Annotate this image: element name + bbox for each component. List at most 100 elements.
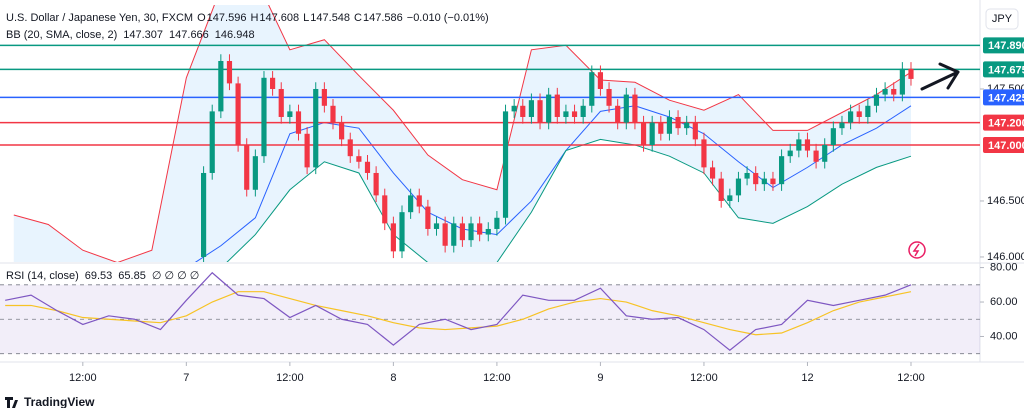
candle-body xyxy=(528,100,534,117)
candle-body xyxy=(226,60,233,84)
candle-body xyxy=(761,178,767,185)
y-tick-label: 146.000 xyxy=(987,251,1024,263)
candle-body xyxy=(261,77,267,157)
candle-body xyxy=(873,94,880,106)
candle-body xyxy=(425,206,431,229)
candle-body xyxy=(459,223,465,241)
candle-body xyxy=(382,195,388,224)
candle-body xyxy=(640,122,647,145)
rsi-title: RSI (14, close) xyxy=(6,270,79,282)
candle-body xyxy=(235,83,241,145)
ohlc-label: C xyxy=(354,12,362,24)
candle-body xyxy=(718,178,724,201)
ohlc-label: H xyxy=(250,12,258,24)
candle-body xyxy=(727,195,733,201)
bb-line xyxy=(13,5,912,262)
y-tick-label: 146.500 xyxy=(987,195,1024,207)
candle-body xyxy=(537,100,543,123)
ohlc-value: 147.608 xyxy=(259,12,299,24)
candle-body xyxy=(692,122,698,140)
candle-body xyxy=(744,172,750,179)
candle-body xyxy=(563,111,569,117)
bb-value: 146.948 xyxy=(215,29,255,41)
currency[interactable]: JPY xyxy=(992,13,1013,25)
candle-body xyxy=(442,223,448,246)
candle-body xyxy=(201,172,207,257)
candle-body xyxy=(649,122,655,145)
candle-body xyxy=(615,105,621,123)
change: −0.010 (−0.01%) xyxy=(407,12,489,24)
rsi-y-tick-label: 60.00 xyxy=(990,296,1018,308)
level-label: 147.425 xyxy=(988,92,1024,104)
candle-body xyxy=(580,105,586,117)
candle-body xyxy=(373,172,379,196)
candle-body xyxy=(313,88,319,168)
candle-body xyxy=(899,68,905,95)
candle-body xyxy=(330,105,336,123)
bb-line xyxy=(226,138,912,262)
rsi-value: 65.85 xyxy=(118,270,146,282)
x-tick-label: 9 xyxy=(597,372,603,384)
x-tick-label: 12:00 xyxy=(690,372,718,384)
bb-value: 147.307 xyxy=(123,29,163,41)
level-label-box xyxy=(983,114,1024,131)
bb-values: 147.307 147.666 146.948 xyxy=(123,29,254,41)
ohlc-value: 147.586 xyxy=(363,12,403,24)
candle-body xyxy=(295,111,302,134)
candle-body xyxy=(882,88,888,95)
ohlc-label: L xyxy=(303,12,309,24)
candle-body xyxy=(770,178,776,185)
candle-body xyxy=(666,116,673,134)
price-pane xyxy=(0,5,980,262)
x-tick-label: 8 xyxy=(390,372,396,384)
candle-body xyxy=(891,88,897,95)
logo-text: TradingView xyxy=(24,395,95,408)
x-tick-label: 12:00 xyxy=(483,372,511,384)
candle-body xyxy=(390,223,396,252)
candle-body xyxy=(778,156,785,185)
candle-body xyxy=(804,139,811,151)
x-tick-label: 12:00 xyxy=(69,372,97,384)
x-tick-label: 12:00 xyxy=(276,372,304,384)
candle-body xyxy=(364,161,371,173)
candle-body xyxy=(321,88,327,106)
ohlc-value: 147.596 xyxy=(207,12,247,24)
level-label-box xyxy=(983,37,1024,54)
candle-body xyxy=(433,223,440,229)
candle-body xyxy=(494,217,500,229)
ohlc-value: 147.548 xyxy=(310,12,350,24)
candle-body xyxy=(209,111,215,173)
candle-body xyxy=(218,60,224,112)
symbol: U.S. Dollar / Japanese Yen, 30, FXCM xyxy=(6,12,193,24)
level-label-box xyxy=(983,89,1024,106)
currency-button[interactable] xyxy=(985,8,1019,30)
rsi-y-tick-label: 80.00 xyxy=(990,261,1018,273)
candle-body xyxy=(339,122,345,140)
candle-body xyxy=(753,172,759,185)
candle-body xyxy=(347,139,353,157)
candle-body xyxy=(571,111,578,117)
candle-body xyxy=(287,111,293,117)
level-label-box xyxy=(983,136,1024,153)
rsi-pane xyxy=(0,271,980,355)
candle-body xyxy=(468,223,474,241)
candle-body xyxy=(684,122,690,129)
rsi-line xyxy=(5,291,912,336)
ohlc-label: O xyxy=(197,12,206,24)
candle-body xyxy=(485,228,491,235)
rsi-value: 69.53 xyxy=(85,270,113,282)
candle-body xyxy=(477,223,483,235)
level-label-box xyxy=(983,61,1024,78)
candle-body xyxy=(252,156,258,190)
candle-body xyxy=(865,105,871,117)
candle-body xyxy=(856,111,862,117)
candle-body xyxy=(623,94,629,123)
level-label: 147.675 xyxy=(988,64,1024,76)
candle-body xyxy=(408,195,414,213)
candle-body xyxy=(632,94,638,123)
x-tick-label: 12 xyxy=(801,372,813,384)
event-icon-bolt xyxy=(912,243,920,257)
candle-body xyxy=(416,195,422,207)
event-icon[interactable] xyxy=(908,241,926,259)
